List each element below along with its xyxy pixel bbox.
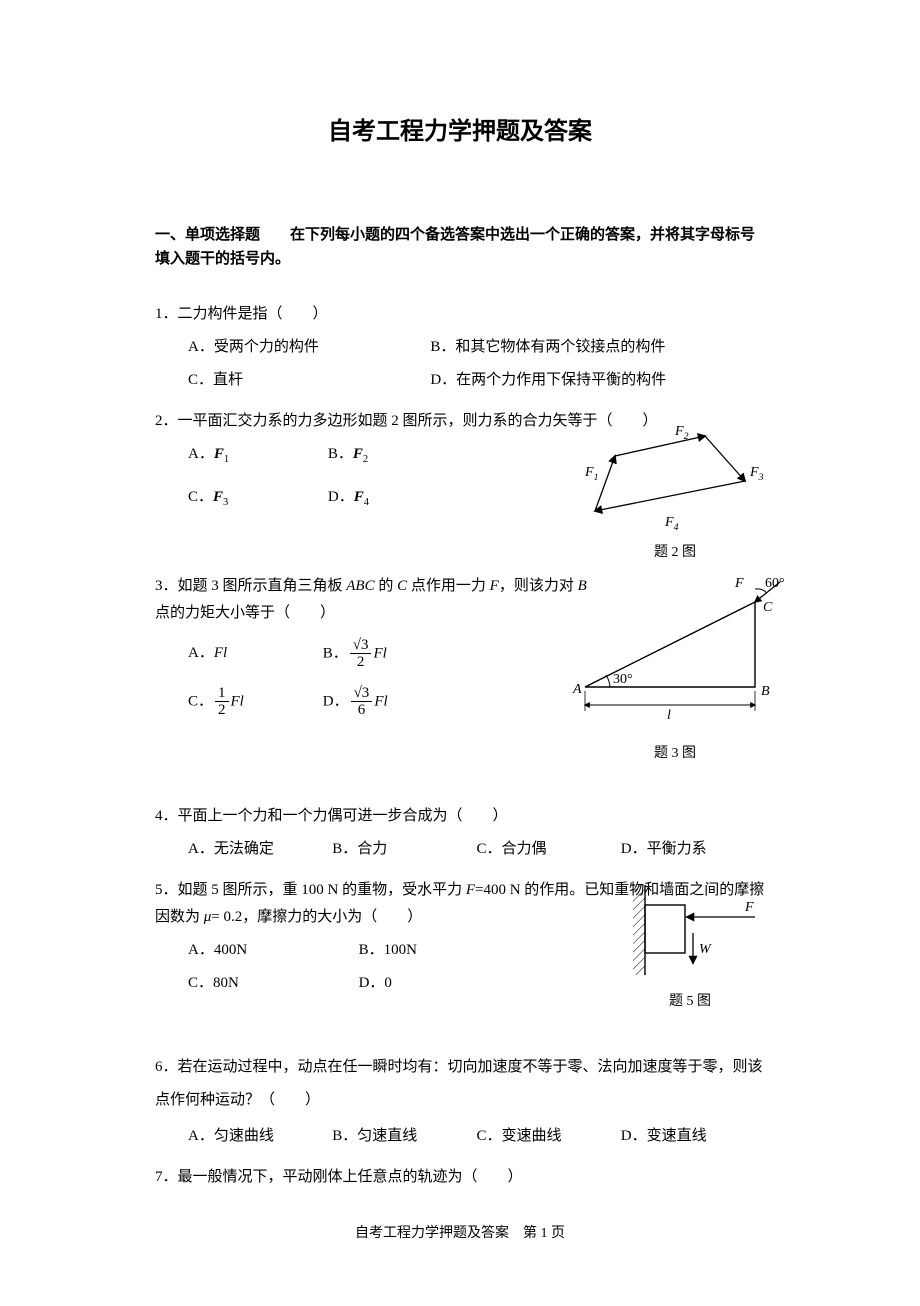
question-1: 1．二力构件是指（ ） A．受两个力的构件 B．和其它物体有两个铰接点的构件 C…: [155, 301, 765, 394]
question-3: 3．如题 3 图所示直角三角板 ABC 的 C 点作用一力 F，则该力对 B 点…: [155, 573, 765, 789]
question-2: 2．一平面汇交力系的力多边形如题 2 图所示，则力系的合力矢等于（ ） F1 F…: [155, 408, 765, 559]
q3-opt-d: D．√36Fl: [323, 685, 509, 719]
svg-text:F4: F4: [664, 515, 679, 533]
q4-opt-a: A．无法确定: [188, 836, 332, 863]
question-4: 4．平面上一个力和一个力偶可进一步合成为（ ） A．无法确定 B．合力 C．合力…: [155, 803, 765, 863]
q6-opt-d: D．变速直线: [621, 1123, 765, 1150]
q4-opt-b: B．合力: [332, 836, 476, 863]
q6-stem: 6．若在运动过程中，动点在任一瞬时均有：切向加速度不等于零、法向加速度等于零，则…: [155, 1051, 765, 1117]
q5-figure: F W: [615, 885, 765, 985]
q5-opt-b: B．100N: [359, 937, 595, 964]
question-7: 7．最一般情况下，平动刚体上任意点的轨迹为（ ）: [155, 1164, 765, 1191]
svg-text:A: A: [572, 682, 582, 697]
q5-opt-c: C．80N: [188, 970, 359, 997]
svg-text:F3: F3: [749, 465, 764, 483]
q2-opt-c: C．F3: [188, 484, 328, 513]
q3-opt-a: A．Fl: [188, 640, 323, 667]
q5-caption: 题 5 图: [615, 989, 765, 1014]
svg-text:W: W: [699, 942, 712, 957]
svg-text:30°: 30°: [613, 672, 633, 687]
svg-text:l: l: [667, 708, 671, 723]
q4-stem: 4．平面上一个力和一个力偶可进一步合成为（ ）: [155, 803, 765, 830]
q1-opt-b: B．和其它物体有两个铰接点的构件: [430, 334, 765, 361]
q6-opt-a: A．匀速曲线: [188, 1123, 332, 1150]
q2-opt-a: A．F1: [188, 441, 328, 470]
question-6: 6．若在运动过程中，动点在任一瞬时均有：切向加速度不等于零、法向加速度等于零，则…: [155, 1051, 765, 1150]
q3-figure: A B C F 60° 30° l: [555, 577, 795, 737]
q2-figure: F1 F2 F3 F4: [575, 426, 775, 536]
svg-text:60°: 60°: [765, 577, 785, 591]
q1-opt-d: D．在两个力作用下保持平衡的构件: [430, 367, 765, 394]
svg-text:F: F: [744, 900, 754, 915]
q5-opt-d: D．0: [359, 970, 595, 997]
q1-opt-a: A．受两个力的构件: [188, 334, 430, 361]
q6-opt-b: B．匀速直线: [332, 1123, 476, 1150]
q1-opt-c: C．直杆: [188, 367, 430, 394]
q2-opt-b: B．F2: [328, 441, 521, 470]
q1-stem: 1．二力构件是指（ ）: [155, 301, 765, 328]
q4-opt-c: C．合力偶: [477, 836, 621, 863]
q2-opt-d: D．F4: [328, 484, 521, 513]
q5-opt-a: A．400N: [188, 937, 359, 964]
q6-opt-c: C．变速曲线: [477, 1123, 621, 1150]
svg-text:F2: F2: [674, 426, 689, 442]
svg-text:B: B: [761, 684, 770, 699]
q3-opt-c: C．12Fl: [188, 685, 323, 719]
section-1-header: 一、单项选择题 在下列每小题的四个备选答案中选出一个正确的答案，并将其字母标号填…: [155, 223, 765, 271]
svg-text:C: C: [763, 600, 773, 615]
q4-opt-d: D．平衡力系: [621, 836, 765, 863]
question-5: 5．如题 5 图所示，重 100 N 的重物，受水平力 F=400 N 的作用。…: [155, 877, 765, 1037]
svg-text:F1: F1: [584, 465, 598, 483]
svg-text:F: F: [734, 577, 744, 591]
q3-opt-b: B．√32Fl: [323, 637, 509, 671]
page-footer: 自考工程力学押题及答案 第 1 页: [155, 1221, 765, 1246]
page-title: 自考工程力学押题及答案: [155, 110, 765, 153]
q2-caption: 题 2 图: [575, 540, 775, 565]
q3-caption: 题 3 图: [555, 741, 795, 766]
q7-stem: 7．最一般情况下，平动刚体上任意点的轨迹为（ ）: [155, 1164, 765, 1191]
